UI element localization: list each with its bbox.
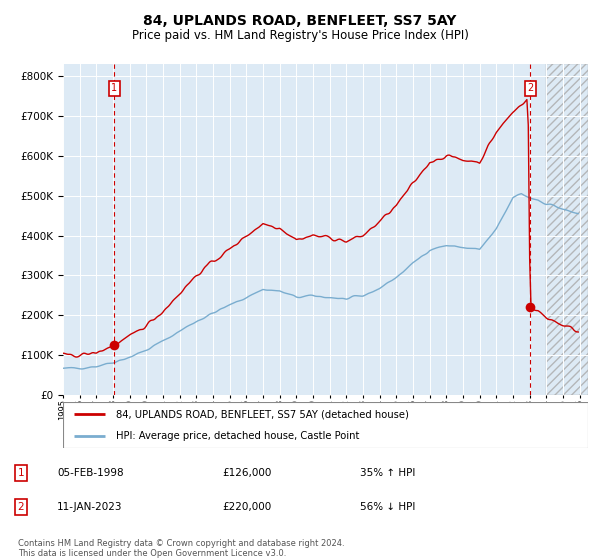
Text: 56% ↓ HPI: 56% ↓ HPI <box>360 502 415 512</box>
Text: £126,000: £126,000 <box>222 468 271 478</box>
Text: 35% ↑ HPI: 35% ↑ HPI <box>360 468 415 478</box>
Bar <box>547 64 588 395</box>
FancyBboxPatch shape <box>63 402 588 448</box>
Text: 05-FEB-1998: 05-FEB-1998 <box>57 468 124 478</box>
Text: 1: 1 <box>112 83 118 94</box>
Text: £220,000: £220,000 <box>222 502 271 512</box>
Text: HPI: Average price, detached house, Castle Point: HPI: Average price, detached house, Cast… <box>115 431 359 441</box>
Text: 11-JAN-2023: 11-JAN-2023 <box>57 502 122 512</box>
Text: Contains HM Land Registry data © Crown copyright and database right 2024.
This d: Contains HM Land Registry data © Crown c… <box>18 539 344 558</box>
Text: 84, UPLANDS ROAD, BENFLEET, SS7 5AY (detached house): 84, UPLANDS ROAD, BENFLEET, SS7 5AY (det… <box>115 409 409 419</box>
Text: Price paid vs. HM Land Registry's House Price Index (HPI): Price paid vs. HM Land Registry's House … <box>131 29 469 42</box>
Text: 84, UPLANDS ROAD, BENFLEET, SS7 5AY: 84, UPLANDS ROAD, BENFLEET, SS7 5AY <box>143 14 457 28</box>
Text: 2: 2 <box>527 83 533 94</box>
Text: 2: 2 <box>17 502 25 512</box>
Text: 1: 1 <box>17 468 25 478</box>
